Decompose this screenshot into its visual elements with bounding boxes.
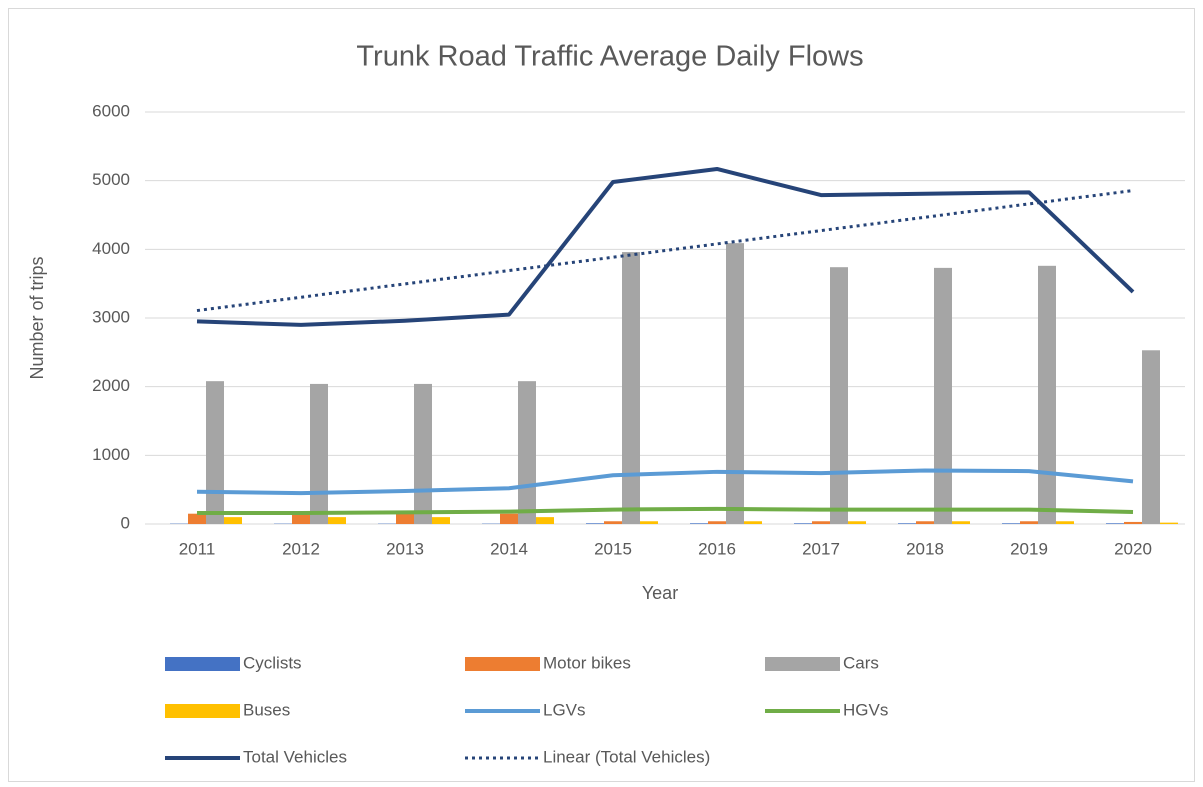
- bar: [1002, 523, 1020, 524]
- bar: [726, 243, 744, 524]
- bar: [744, 521, 762, 524]
- x-tick-label: 2016: [698, 539, 736, 558]
- x-tick-label: 2011: [179, 539, 216, 558]
- bar: [952, 521, 970, 524]
- bar: [1038, 266, 1056, 524]
- bar: [292, 514, 310, 524]
- bar: [1124, 522, 1142, 524]
- legend-label: Total Vehicles: [243, 747, 347, 766]
- bar: [640, 521, 658, 524]
- x-tick-label: 2017: [802, 539, 840, 558]
- y-tick-label: 5000: [92, 170, 130, 189]
- bar: [916, 521, 934, 524]
- x-tick-label: 2013: [386, 539, 424, 558]
- bar: [708, 521, 726, 524]
- y-tick-label: 3000: [92, 307, 130, 326]
- y-tick-label: 4000: [92, 239, 130, 258]
- y-tick-label: 6000: [92, 101, 130, 120]
- x-tick-label: 2020: [1114, 539, 1152, 558]
- legend-label: Buses: [243, 700, 290, 719]
- bar: [432, 517, 450, 524]
- bar: [224, 517, 242, 524]
- legend-label: LGVs: [543, 700, 586, 719]
- legend-label: Linear (Total Vehicles): [543, 747, 710, 766]
- x-tick-label: 2015: [594, 539, 632, 558]
- bar: [414, 384, 432, 524]
- legend-swatch: [765, 657, 840, 671]
- bar: [518, 381, 536, 524]
- bar: [622, 252, 640, 524]
- bar: [1020, 521, 1038, 524]
- x-axis-label: Year: [642, 583, 678, 603]
- bar: [586, 523, 604, 524]
- bar: [500, 514, 518, 524]
- x-tick-label: 2019: [1010, 539, 1048, 558]
- bar: [1142, 350, 1160, 524]
- x-tick-label: 2014: [490, 539, 528, 558]
- bar: [794, 523, 812, 524]
- bar: [536, 517, 554, 524]
- legend-swatch: [465, 657, 540, 671]
- bar: [188, 514, 206, 524]
- chart-title: Trunk Road Traffic Average Daily Flows: [356, 41, 863, 73]
- bar: [690, 523, 708, 524]
- legend-label: Cyclists: [243, 653, 302, 672]
- bar: [830, 267, 848, 524]
- bar: [812, 521, 830, 524]
- legend-label: Motor bikes: [543, 653, 631, 672]
- bar: [328, 517, 346, 524]
- y-tick-label: 2000: [92, 376, 130, 395]
- bar: [310, 384, 328, 524]
- legend-label: Cars: [843, 653, 879, 672]
- bar: [1106, 523, 1124, 524]
- legend-swatch: [165, 704, 240, 718]
- x-tick-label: 2018: [906, 539, 944, 558]
- bar: [1056, 521, 1074, 524]
- legend-label: HGVs: [843, 700, 888, 719]
- bar: [934, 268, 952, 524]
- legend-swatch: [165, 657, 240, 671]
- y-tick-label: 0: [121, 513, 130, 532]
- x-tick-label: 2012: [282, 539, 320, 558]
- bar: [848, 521, 866, 524]
- bar: [396, 514, 414, 524]
- bar: [1160, 523, 1178, 524]
- y-tick-label: 1000: [92, 445, 130, 464]
- bar: [604, 521, 622, 524]
- bar: [898, 523, 916, 524]
- bar: [206, 381, 224, 524]
- y-axis-label: Number of trips: [27, 256, 47, 379]
